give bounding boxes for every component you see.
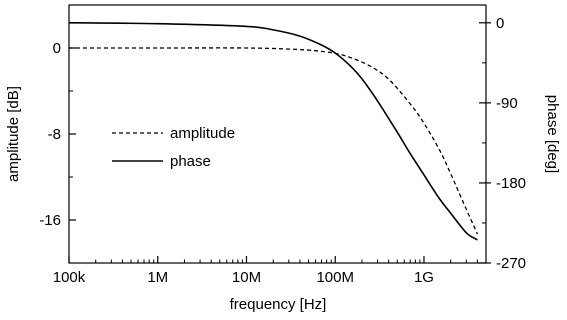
series-line-amplitude [68, 47, 478, 235]
series-layer [68, 22, 478, 241]
right-axis-ticks: 0 -90 -180 -270 [479, 15, 526, 272]
x-tick-label: 1M [147, 269, 168, 286]
x-axis-ticks: 100k 1M 10M 100M 1G [53, 256, 478, 286]
legend-label-phase: phase [170, 153, 211, 170]
right-tick-label: -90 [496, 95, 518, 112]
x-tick-label: 100k [53, 269, 86, 286]
legend: amplitude phase [112, 125, 235, 170]
x-tick-label: 1G [414, 269, 434, 286]
left-tick-label: -8 [48, 126, 61, 143]
plot-frame [68, 4, 487, 264]
x-tick-label: 10M [232, 269, 261, 286]
left-axis-ticks: 0 -8 -16 [39, 40, 76, 229]
series-line-phase [68, 22, 478, 241]
x-axis-title: frequency [Hz] [230, 296, 327, 313]
left-axis-title: amplitude [dB] [5, 86, 22, 182]
right-axis-title: phase [deg] [544, 95, 561, 173]
right-tick-label: -270 [496, 255, 526, 272]
right-tick-label: -180 [496, 175, 526, 192]
legend-label-amplitude: amplitude [170, 125, 235, 142]
x-tick-label: 100M [316, 269, 354, 286]
left-tick-label: 0 [53, 40, 61, 57]
right-tick-label: 0 [496, 15, 504, 32]
left-tick-label: -16 [39, 212, 61, 229]
